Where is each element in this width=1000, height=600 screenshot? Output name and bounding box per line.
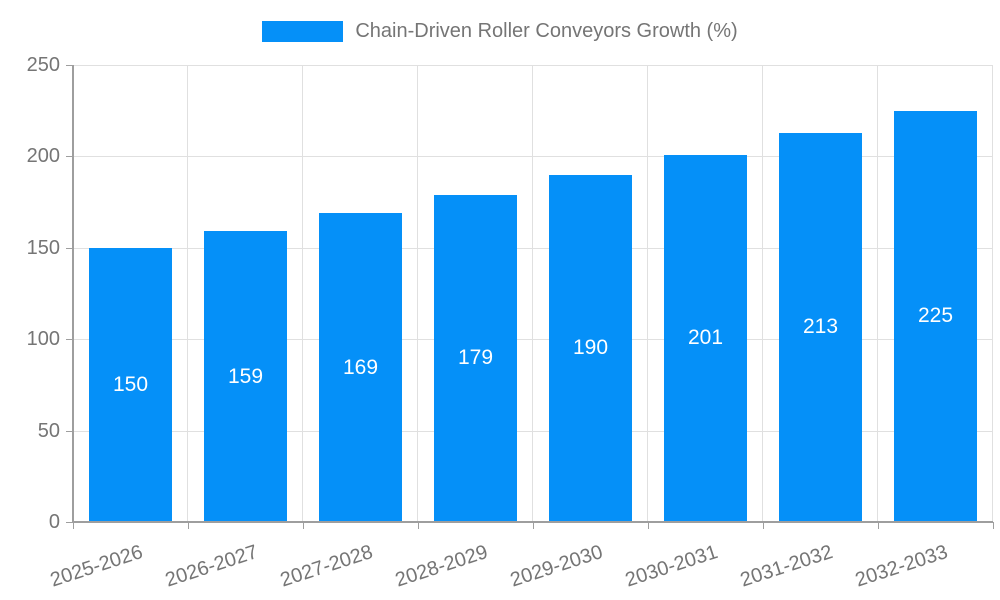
x-gridline <box>417 65 418 522</box>
bar: 190 <box>549 174 632 522</box>
legend-swatch <box>262 21 344 42</box>
x-axis-tick-mark <box>648 522 649 529</box>
bar: 201 <box>664 154 747 522</box>
bar: 225 <box>894 110 977 522</box>
x-gridline <box>302 65 303 522</box>
x-axis-category-label: 2029-2030 <box>507 541 606 592</box>
x-axis-tick-mark <box>763 522 764 529</box>
legend-label: Chain-Driven Roller Conveyors Growth (%) <box>355 20 738 42</box>
y-gridline <box>73 339 993 341</box>
x-gridline <box>187 65 188 522</box>
y-axis-tick-label: 100 <box>26 328 60 351</box>
y-axis-tick-mark <box>66 430 73 432</box>
y-axis-line <box>72 65 74 523</box>
y-axis-tick-label: 200 <box>26 145 60 168</box>
bar-value-label: 150 <box>112 372 149 396</box>
x-axis-tick-mark <box>73 522 74 529</box>
y-axis-tick-mark <box>66 156 73 158</box>
y-axis-tick-mark <box>66 339 73 341</box>
bar-value-label: 179 <box>457 346 494 370</box>
bar: 179 <box>434 194 517 522</box>
bar-value-label: 159 <box>227 364 264 388</box>
x-gridline <box>992 65 993 522</box>
legend: Chain-Driven Roller Conveyors Growth (%) <box>0 20 1000 43</box>
bar-value-label: 213 <box>802 315 839 339</box>
x-axis-category-label: 2030-2031 <box>622 541 721 592</box>
bar-value-label: 190 <box>572 336 609 360</box>
x-axis-category-label: 2028-2029 <box>392 541 491 592</box>
y-axis-tick-mark <box>66 65 73 66</box>
x-axis-category-label: 2031-2032 <box>737 541 836 592</box>
y-gridline <box>73 65 993 66</box>
y-axis-tick-mark <box>66 522 73 523</box>
x-gridline <box>647 65 648 522</box>
x-axis-category-label: 2032-2033 <box>852 541 951 592</box>
x-gridline <box>532 65 533 522</box>
y-axis-tick-label: 150 <box>26 236 60 259</box>
x-axis-category-label: 2026-2027 <box>162 541 261 592</box>
bar-value-label: 201 <box>687 326 724 350</box>
bar: 150 <box>89 247 172 522</box>
bar-value-label: 225 <box>917 304 954 328</box>
y-gridline <box>73 156 993 158</box>
y-axis-tick-mark <box>66 247 73 249</box>
x-axis-tick-mark <box>878 522 879 529</box>
x-axis-tick-mark <box>418 522 419 529</box>
bar-value-label: 169 <box>342 355 379 379</box>
y-axis-tick-label: 50 <box>37 419 60 442</box>
y-axis-tick-label: 250 <box>26 54 60 76</box>
y-gridline <box>73 247 993 249</box>
x-axis-category-label: 2025-2026 <box>47 541 146 592</box>
x-gridline <box>877 65 878 522</box>
bar: 159 <box>204 231 287 522</box>
y-axis-tick-label: 0 <box>48 511 60 533</box>
x-axis-tick-mark <box>188 522 189 529</box>
bar: 213 <box>779 132 862 522</box>
x-axis-line <box>72 521 993 523</box>
plot-area: 150 159 169 179 190 201 213 225 <box>73 65 993 522</box>
bar: 169 <box>319 213 402 522</box>
x-axis-tick-mark <box>303 522 304 529</box>
x-axis-tick-mark <box>993 522 994 529</box>
x-gridline <box>762 65 763 522</box>
y-gridline <box>73 430 993 432</box>
x-axis-category-label: 2027-2028 <box>277 541 376 592</box>
x-axis-tick-mark <box>533 522 534 529</box>
